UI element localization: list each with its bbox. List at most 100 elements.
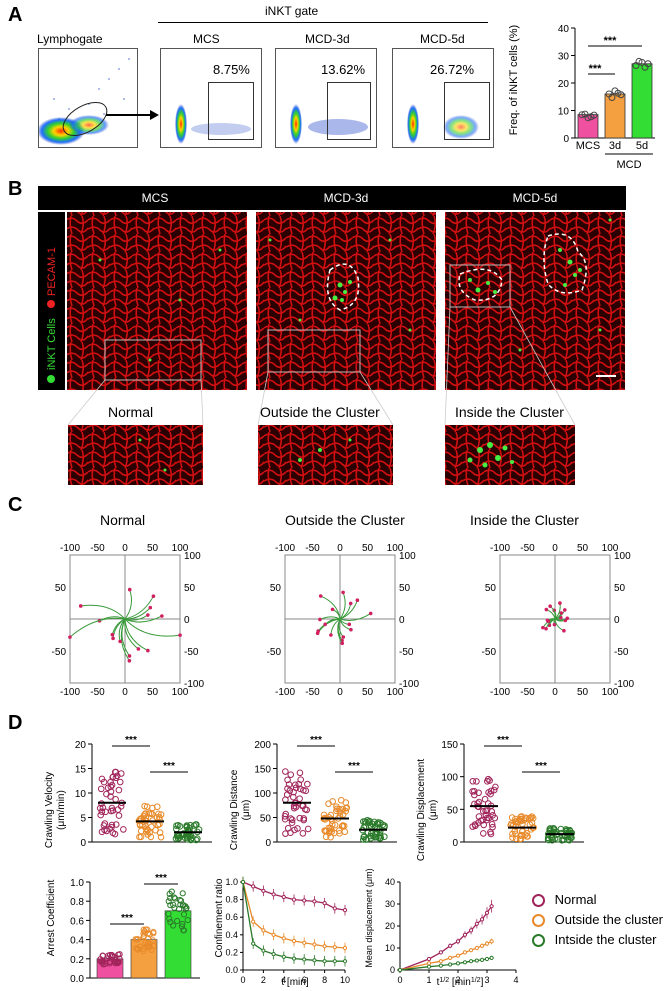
d5-ytick-label: 1.0: [225, 877, 238, 887]
d6-point-1: [484, 941, 490, 946]
zoom-label-normal: Normal: [108, 404, 154, 420]
xgroup-mcd: MCD: [616, 159, 641, 171]
track-line: [124, 615, 163, 623]
d2-point-2: [362, 819, 370, 826]
legend-label-normal: Normal: [554, 892, 597, 907]
track-end-point: [136, 647, 141, 651]
d5-point-2: [302, 957, 307, 962]
d5-point-1: [342, 945, 348, 951]
d3-point-1: [524, 833, 531, 840]
d3-point-0: [469, 777, 477, 785]
d5-point-0: [251, 884, 256, 889]
d2-point-1: [337, 796, 345, 804]
d1-point-0: [116, 778, 124, 786]
d5-point-1: [251, 919, 256, 924]
track-right-tick: 0: [399, 615, 405, 626]
arrest-coefficient-chart: Arrest Coefficient 0.0 0.2 0.4 0.6 0.8 1.0 ***…: [46, 873, 200, 985]
d5-point-2: [312, 958, 317, 963]
d3-point-0: [479, 830, 487, 837]
track-line: [121, 618, 130, 657]
d4-point-1: [149, 937, 157, 944]
green-dot-icon: [47, 375, 55, 383]
panel-letter-c: C: [8, 494, 23, 516]
d2-point-0: [287, 829, 294, 836]
d3-sig-2: ***: [535, 761, 547, 772]
legend-marker-inside-icon: [532, 934, 545, 948]
d3-point-1: [522, 814, 530, 822]
d4-ytick-label: 0.8: [70, 897, 84, 908]
track-end-point: [178, 633, 182, 637]
track-line: [124, 589, 132, 620]
d1-point-0: [108, 781, 116, 789]
d3-point-0: [481, 795, 489, 803]
flow-plot-mcs: [160, 48, 262, 148]
d3-point-1: [523, 829, 530, 837]
a-point: [644, 60, 652, 68]
flow-plot-mcd3d: [275, 48, 377, 148]
d4-point-2: [179, 920, 186, 928]
d1-point-1: [155, 810, 162, 818]
d1-point-0: [112, 821, 120, 828]
zoom-label-inside: Inside the Cluster: [455, 404, 564, 420]
d6-point-1: [455, 953, 461, 958]
d6-point-0: [462, 932, 468, 937]
d5-ytick-label: 0.6: [225, 912, 238, 922]
track-end-point: [544, 626, 548, 631]
track-end-point: [548, 604, 552, 608]
track-line: [69, 617, 126, 638]
track-end-point: [127, 658, 132, 663]
track-end-point: [562, 608, 567, 612]
d5-point-1: [322, 944, 327, 949]
track-end-point: [110, 632, 115, 637]
d3-point-2: [551, 835, 559, 842]
track-bottom-tick: -100: [275, 687, 295, 695]
d3-point-0: [475, 789, 482, 797]
image-mcd5d: [445, 212, 625, 390]
image-mcd3d: [256, 212, 436, 390]
d4-point-2: [184, 916, 191, 924]
d2-point-0: [287, 815, 295, 822]
flow-title-mcs: MCS: [193, 32, 220, 46]
d1-point-0: [115, 812, 123, 819]
d4-point-1: [144, 926, 151, 933]
d6-point-1: [474, 945, 479, 951]
track-end-point: [148, 605, 153, 610]
track-line: [124, 618, 149, 652]
track-right-tick: 100: [399, 551, 416, 562]
track-right-tick: 50: [614, 583, 626, 594]
d5-xtick-label: 8: [322, 975, 327, 985]
d3-ylabel: Crawling Displacement: [416, 759, 427, 861]
d2-point-2: [371, 818, 378, 826]
a-ytick-label: 0: [563, 134, 569, 145]
track-line: [124, 595, 154, 620]
d3-point-0: [492, 783, 499, 791]
image-mcs: [67, 212, 247, 390]
label-inkt-cells: iNKT Cells: [46, 318, 58, 370]
track-end-point: [329, 633, 333, 637]
d6-point-2: [474, 958, 479, 963]
d4-point-1: [133, 945, 140, 952]
d5-point-2: [271, 952, 276, 957]
track-end-point: [340, 641, 345, 646]
gate-mcd5d: [444, 82, 490, 140]
zoom-outside: [258, 425, 393, 485]
d4-point-2: [177, 897, 185, 904]
track-right-tick: -100: [614, 679, 634, 690]
d1-ytick-label: 10: [75, 789, 87, 800]
d3-point-1: [512, 835, 520, 843]
track-plots: -100-100-100-50-50-50000505050100100100-…: [52, 543, 635, 695]
d6-ytick-label: 0: [390, 965, 395, 975]
d1-point-0: [115, 786, 123, 794]
legend-label-inside: Intside the cluster: [554, 932, 657, 947]
d1-point-0: [107, 788, 115, 795]
d5-point-0: [281, 894, 286, 900]
d2-ytick-label: 200: [254, 740, 271, 751]
a-ytick-label: 30: [558, 52, 570, 63]
d2-point-0: [300, 816, 308, 824]
d3-point-2: [557, 829, 565, 837]
sig-mcs-3d: ***: [589, 63, 603, 75]
d5-xtick-label: 6: [302, 975, 307, 985]
d3-point-0: [487, 828, 494, 836]
d4-point-0: [116, 955, 123, 962]
d4-point-2: [180, 911, 188, 918]
